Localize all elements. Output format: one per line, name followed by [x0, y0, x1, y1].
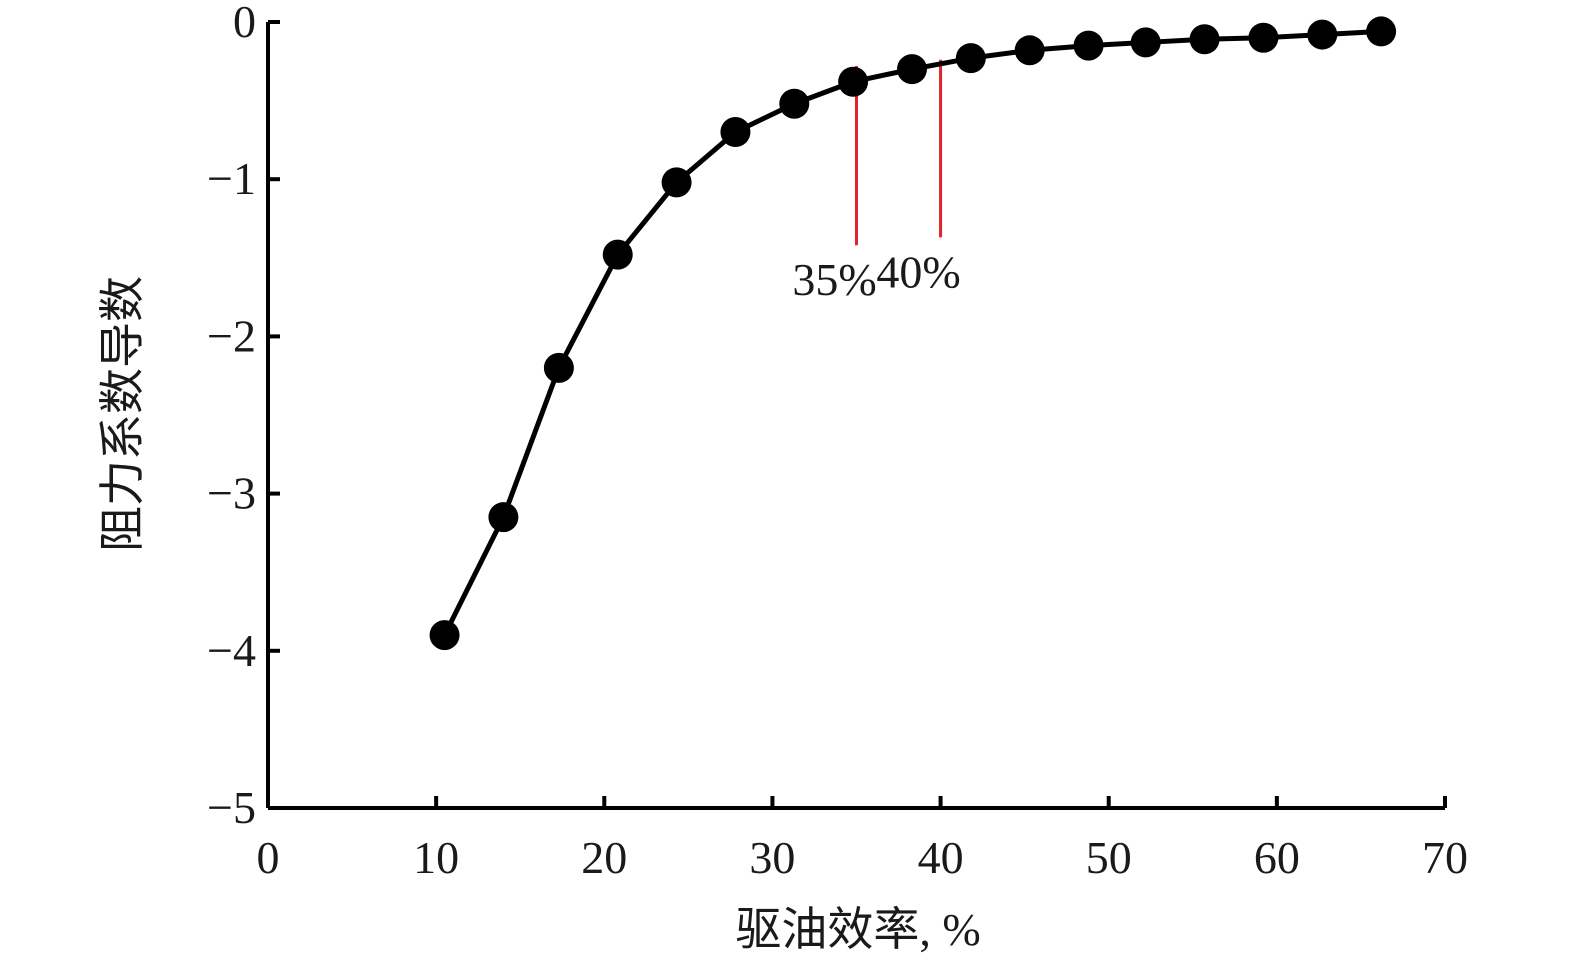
- annotation-group: 35% 40%: [792, 59, 961, 305]
- y-tick-label: −1: [207, 153, 256, 204]
- y-tick-label: −5: [207, 782, 256, 833]
- data-point: [1014, 35, 1045, 66]
- annotation-label: 40%: [876, 246, 960, 297]
- data-point: [661, 167, 692, 198]
- data-point: [1073, 30, 1104, 61]
- x-tick-label: 20: [581, 832, 627, 883]
- y-tick-label: −4: [207, 625, 256, 676]
- data-point: [896, 54, 927, 85]
- data-point: [602, 239, 633, 270]
- data-point: [955, 43, 986, 74]
- data-point: [543, 352, 574, 383]
- data-point: [429, 620, 460, 651]
- x-axis-title: 驱油效率, %: [735, 904, 980, 955]
- data-point: [779, 88, 810, 119]
- y-tick-label: −3: [207, 468, 256, 519]
- x-tick-label: 40: [918, 832, 964, 883]
- x-tick-label: 30: [749, 832, 795, 883]
- data-point: [720, 117, 751, 148]
- y-tick-label: 0: [233, 0, 256, 47]
- annotation-label: 35%: [792, 254, 876, 305]
- x-tick-label: 50: [1086, 832, 1132, 883]
- series-line: [442, 28, 1382, 637]
- data-point: [1189, 24, 1220, 55]
- y-tick-label: −2: [207, 310, 256, 361]
- series-group: [429, 16, 1397, 651]
- data-point: [838, 66, 869, 97]
- x-tick-label: 10: [413, 832, 459, 883]
- data-point: [1130, 27, 1161, 58]
- data-point: [1248, 22, 1279, 53]
- x-tick-label: 60: [1254, 832, 1300, 883]
- axes: 0 10 20 30 40 50 60 70 0 −1 −2 −3 −4 −5: [207, 0, 1468, 883]
- data-point: [1366, 16, 1397, 47]
- data-point: [1307, 19, 1338, 50]
- data-point: [488, 502, 519, 533]
- x-tick-label: 70: [1422, 832, 1468, 883]
- x-tick-label: 0: [257, 832, 280, 883]
- y-axis-title: 阻力系数导数: [97, 276, 148, 552]
